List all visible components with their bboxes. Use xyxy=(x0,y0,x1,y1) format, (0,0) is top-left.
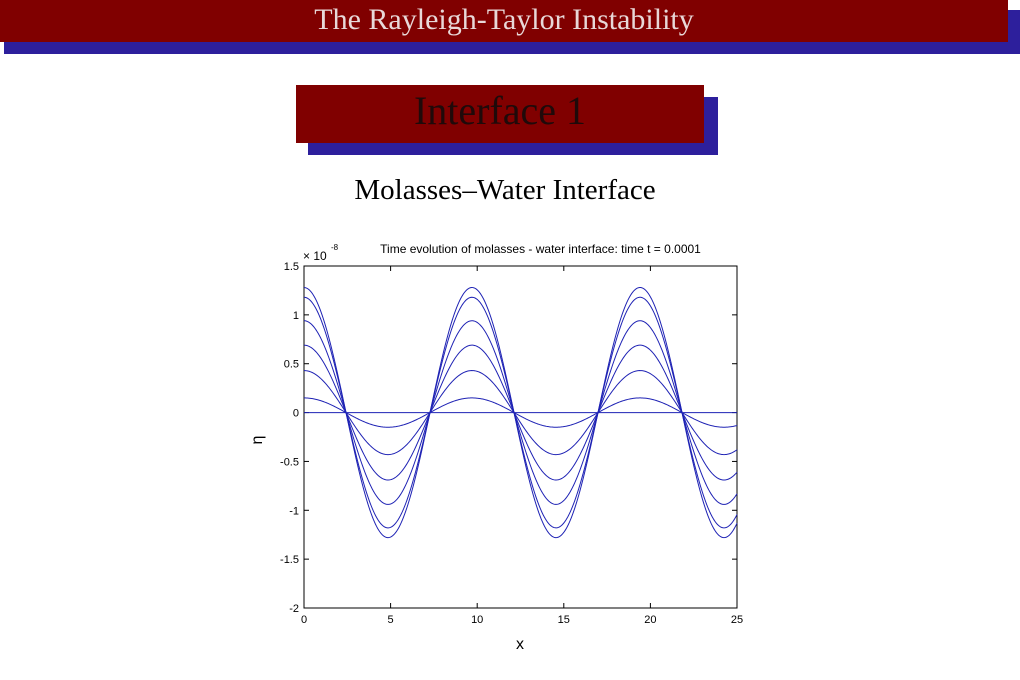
x-tick-label: 10 xyxy=(471,614,483,626)
title-bar: The Rayleigh-Taylor Instability xyxy=(0,0,1008,42)
y-tick-label: -1 xyxy=(289,505,299,517)
x-tick-label: 15 xyxy=(558,614,570,626)
x-tick-label: 25 xyxy=(731,614,743,626)
y-tick-label: -0.5 xyxy=(280,456,299,468)
y-tick-label: -2 xyxy=(289,603,299,615)
series-line-5 xyxy=(303,296,738,529)
x-axis-label: x xyxy=(516,636,524,653)
x-tick-label: 5 xyxy=(388,614,394,626)
y-multiplier-exponent: -8 xyxy=(331,243,339,252)
slide-subtitle: Interface 1 xyxy=(413,88,587,133)
subtitle-box: Interface 1 xyxy=(296,85,704,143)
chart-title: Time evolution of molasses - water inter… xyxy=(380,242,701,256)
series-line-3 xyxy=(303,344,738,481)
y-tick-label: 1 xyxy=(293,310,299,322)
y-tick-label: -1.5 xyxy=(280,554,299,566)
plot-frame xyxy=(303,265,738,609)
series-line-1 xyxy=(303,397,738,428)
y-tick-label: 1.5 xyxy=(284,261,299,273)
x-tick-label: 0 xyxy=(301,614,307,626)
y-axis-label: η xyxy=(249,436,266,445)
y-tick-label: 0.5 xyxy=(284,359,299,371)
series-line-4 xyxy=(303,320,738,505)
y-multiplier: × 10 xyxy=(303,249,327,263)
series-line-6 xyxy=(303,286,738,539)
series-line-2 xyxy=(303,370,738,456)
slide-heading: Molasses–Water Interface xyxy=(354,174,656,206)
y-tick-label: 0 xyxy=(293,408,299,420)
x-tick-label: 20 xyxy=(644,614,656,626)
slide-title: The Rayleigh-Taylor Instability xyxy=(314,3,694,36)
interface-chart: 1.5 1 0.5 0 -0.5 -1 -1.5 -2 25 20 15 10 5 0 Time evol… xyxy=(249,242,743,653)
